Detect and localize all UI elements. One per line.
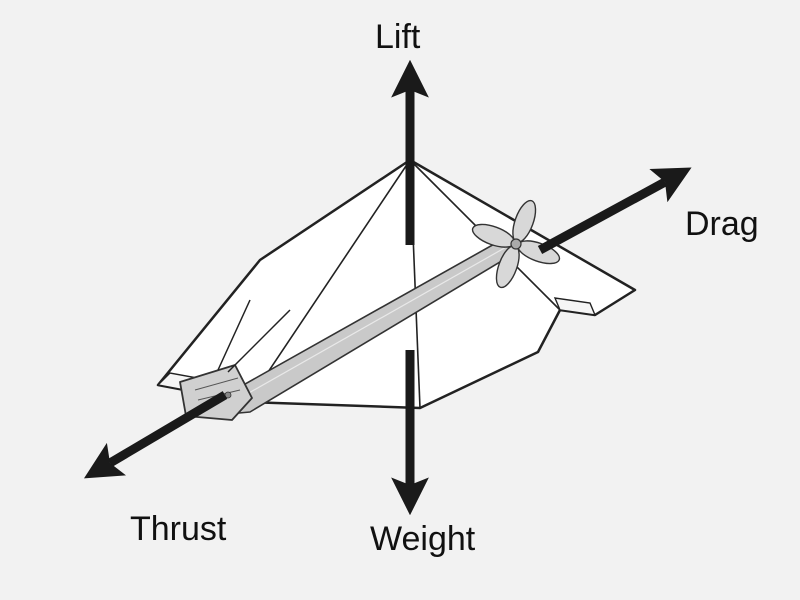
forces-diagram: Lift Weight Drag Thrust	[0, 0, 800, 600]
drag-arrow	[540, 182, 665, 250]
thrust-arrow	[110, 395, 225, 463]
weight-label: Weight	[370, 520, 475, 559]
lift-label: Lift	[375, 18, 420, 57]
thrust-label: Thrust	[130, 510, 226, 549]
diagram-svg	[0, 0, 800, 600]
drag-label: Drag	[685, 205, 759, 244]
paper-airplane-icon	[158, 160, 635, 420]
